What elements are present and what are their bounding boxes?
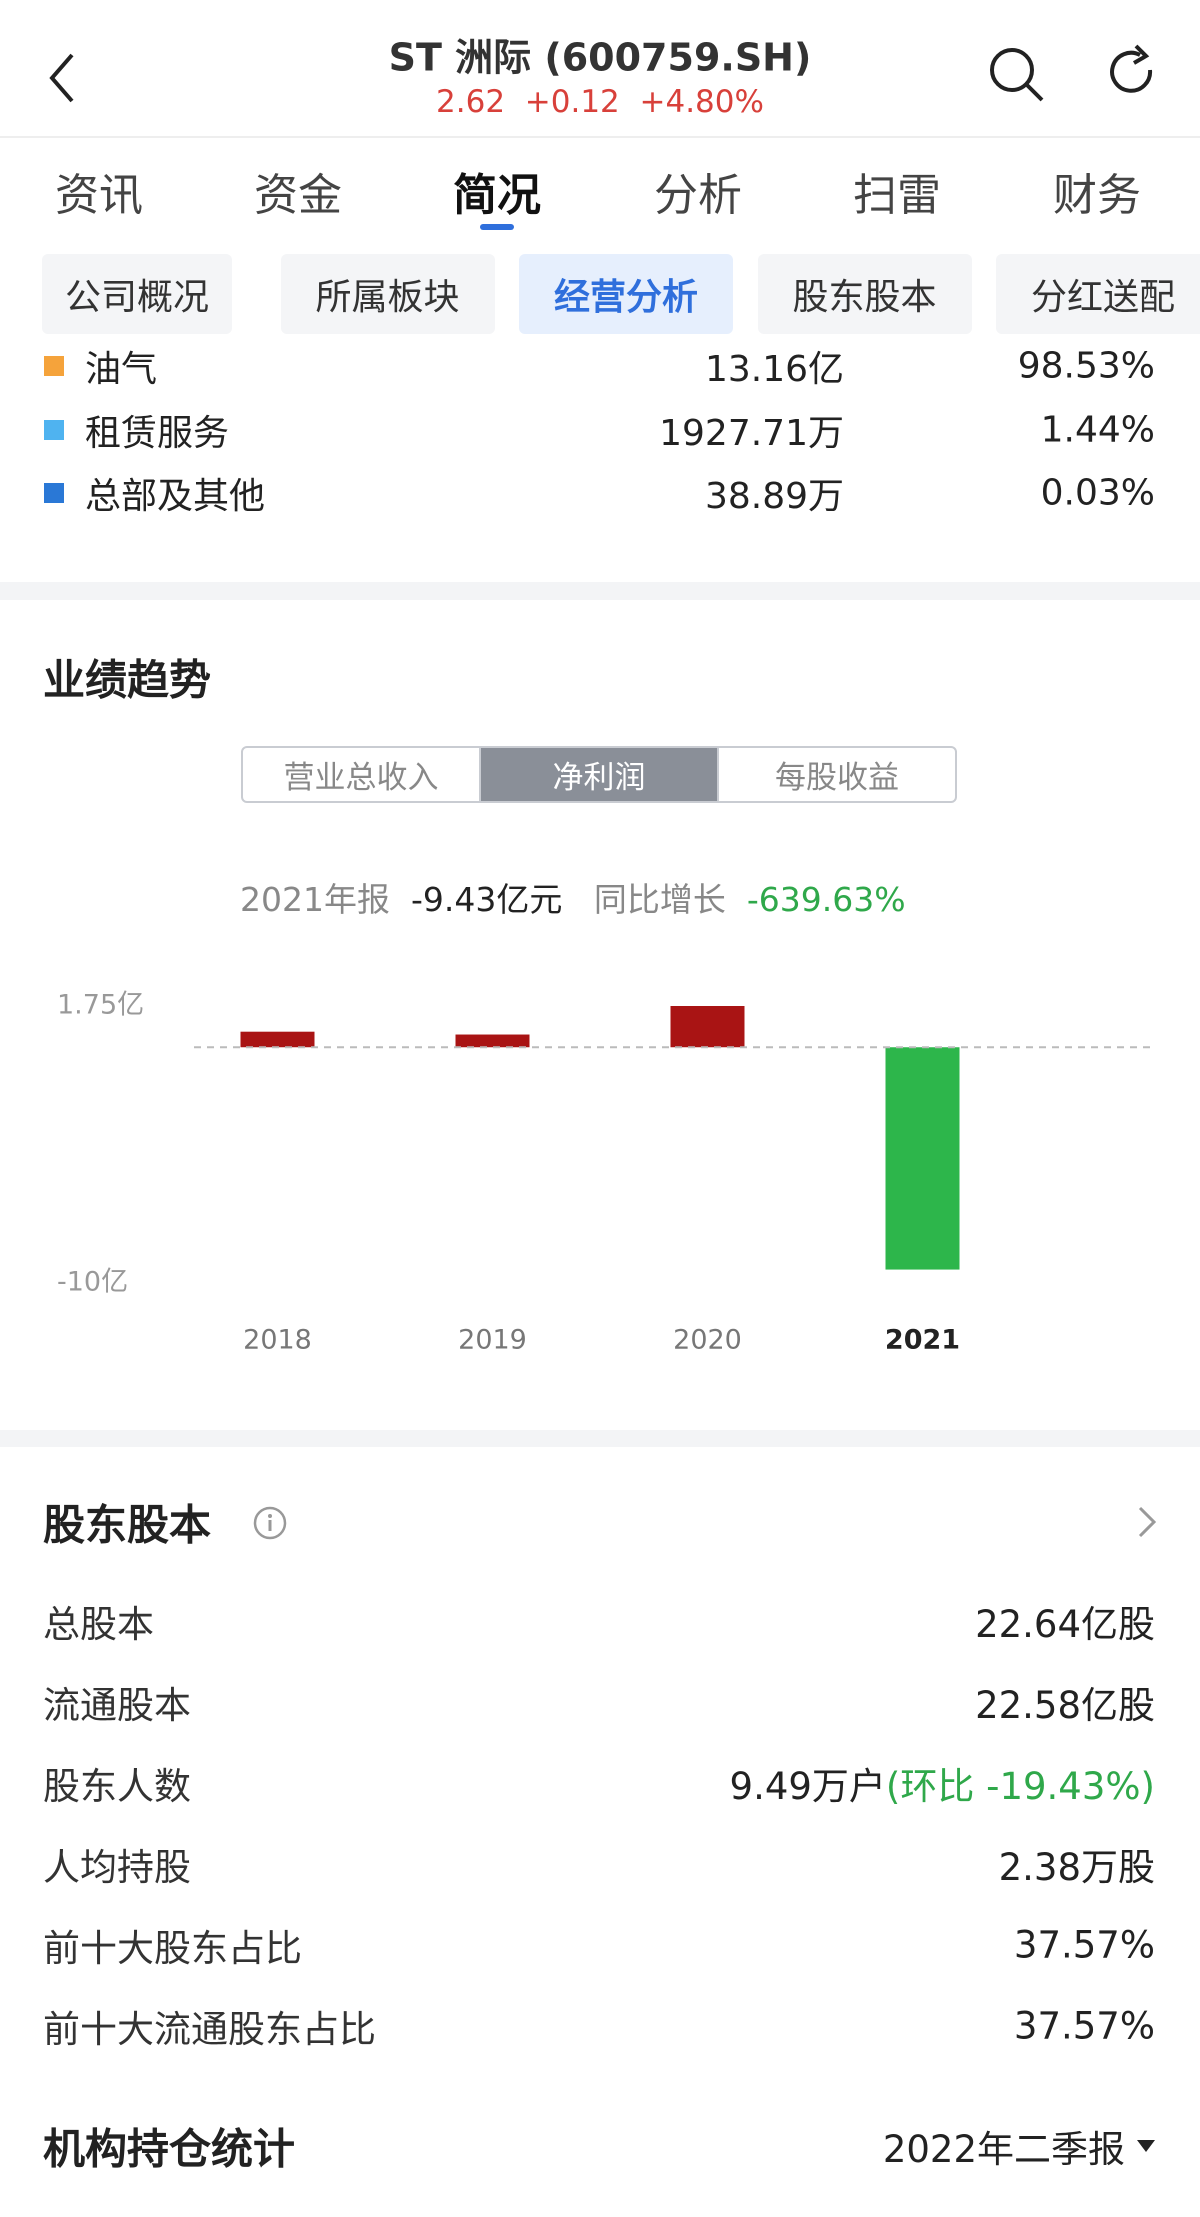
row-value-group: 22.64亿股 [975, 1594, 1155, 1648]
segment-name: 油气 [85, 349, 158, 390]
period-picker[interactable]: 2022年二季报 [882, 2128, 1125, 2171]
row-value: 37.57% [1013, 1923, 1155, 1967]
segment-name: 总部及其他 [85, 476, 266, 517]
legend-swatch [44, 356, 64, 376]
row-value: 2.38万股 [998, 1846, 1155, 1889]
segment-amount: 1927.71万 [659, 412, 844, 454]
row-value-group: 9.49万户(环比 -19.43%) [730, 1756, 1155, 1810]
dropdown-arrow[interactable] [1135, 2136, 1157, 2156]
metric-switch: 营业总收入 净利润 每股收益 [241, 746, 957, 803]
sub-tab[interactable]: 股东股本 [757, 254, 972, 334]
tab[interactable]: 扫雷 [853, 170, 941, 221]
tab[interactable]: 分析 [654, 170, 742, 221]
row-value: 37.57% [1013, 2004, 1155, 2048]
sub-tab[interactable]: 公司概况 [42, 254, 232, 334]
row-label: 股东人数 [43, 1765, 191, 1808]
segment-share: 1.44% [1040, 409, 1155, 450]
summary-yoy: -639.63% [746, 880, 906, 919]
info-icon[interactable] [252, 1505, 288, 1541]
separator [0, 1430, 1200, 1447]
summary: 2021年报 -9.43亿元 同比增长 -639.63% [240, 873, 906, 921]
bar [670, 1006, 745, 1048]
y-tick-label: -10亿 [57, 1267, 128, 1298]
row-value: 22.64亿股 [975, 1603, 1155, 1646]
summary-yoy-label: 同比增长 [593, 880, 726, 919]
sub-tab[interactable]: 经营分析 [519, 254, 733, 334]
segment-amount: 13.16亿 [704, 349, 844, 390]
segment-button[interactable]: 净利润 [479, 748, 717, 801]
row-note: (环比 -19.43%) [885, 1765, 1155, 1808]
stock-title: ST 洲际 (600759.SH) [388, 35, 812, 80]
quote-line: 2.62 +0.12 +4.80% [0, 84, 1200, 120]
refresh-button[interactable] [1110, 44, 1153, 93]
tab[interactable]: 资讯 [55, 170, 143, 221]
row-value: 9.49万户 [729, 1765, 886, 1808]
segment-amount: 38.89万 [704, 476, 844, 517]
search-button[interactable] [990, 48, 1044, 102]
section-title: 机构持仓统计 [43, 2124, 296, 2174]
segment-share: 0.03% [1040, 472, 1155, 514]
legend-swatch [44, 419, 64, 440]
y-tick-label: 1.75亿 [57, 990, 144, 1021]
x-tick-label: 2021 [885, 1325, 960, 1356]
separator [0, 582, 1200, 600]
header-icons [0, 44, 1200, 138]
tab[interactable]: 财务 [1053, 170, 1141, 221]
row-value: 22.58亿股 [975, 1684, 1155, 1727]
sub-tab[interactable]: 分红送配 [996, 254, 1200, 334]
row-value-group: 37.57% [1014, 1924, 1155, 1967]
row-label: 总股本 [43, 1603, 154, 1646]
segment-button[interactable]: 每股收益 [717, 748, 955, 801]
tab[interactable]: 资金 [254, 170, 342, 221]
row-label: 前十大股东占比 [43, 1927, 302, 1970]
segment-share: 98.53% [1017, 345, 1155, 387]
price: 2.62 [436, 84, 506, 120]
summary-period: 2021年报 [240, 880, 390, 919]
tab-indicator [480, 224, 514, 230]
change: +0.12 [524, 84, 620, 120]
sub-tab[interactable]: 所属板块 [280, 254, 495, 334]
row-label: 前十大流通股东占比 [43, 2008, 376, 2051]
summary-value: -9.43亿元 [410, 880, 563, 919]
row-value-group: 37.57% [1014, 2005, 1155, 2048]
section-title: 股东股本 [43, 1500, 212, 1550]
tab[interactable]: 简况 [453, 170, 541, 221]
bar [240, 1031, 315, 1048]
x-tick-label: 2018 [243, 1325, 312, 1356]
x-tick-label: 2019 [458, 1325, 527, 1356]
x-tick-label: 2020 [673, 1325, 742, 1356]
bar [885, 1047, 960, 1270]
back-button[interactable] [49, 53, 74, 103]
row-label: 流通股本 [43, 1684, 191, 1727]
section-title: 业绩趋势 [43, 655, 212, 705]
segment-name: 租赁服务 [85, 412, 230, 454]
segment-button[interactable]: 营业总收入 [283, 760, 439, 796]
row-value-group: 22.58亿股 [975, 1675, 1155, 1729]
row-value-group: 2.38万股 [999, 1837, 1155, 1891]
chevron[interactable] [1132, 1502, 1162, 1542]
row-label: 人均持股 [43, 1846, 191, 1889]
chart: -10亿 1.75亿 2018 2019 2020 2021 [57, 990, 1155, 1356]
bar [455, 1034, 530, 1048]
legend-swatch [44, 483, 64, 503]
change-pct: +4.80% [639, 84, 764, 120]
